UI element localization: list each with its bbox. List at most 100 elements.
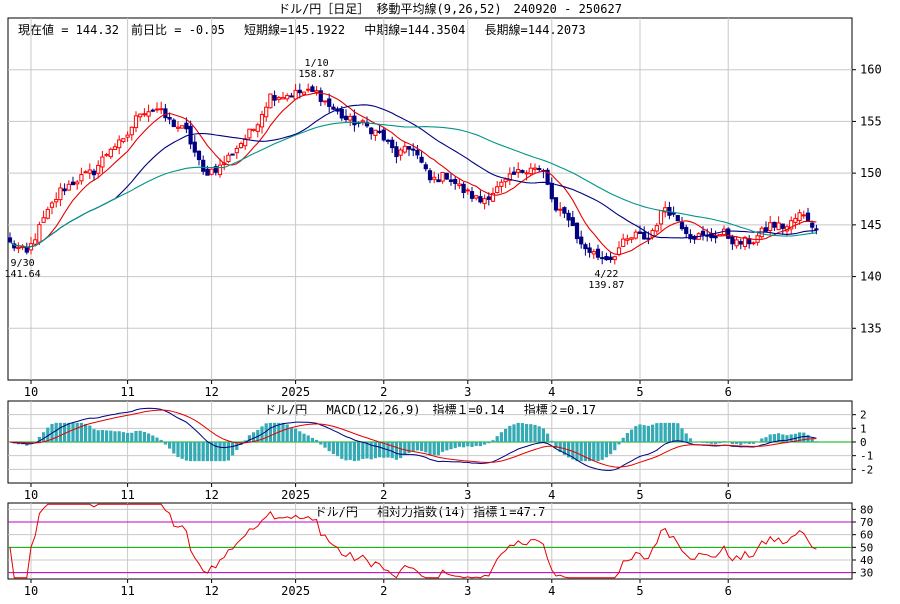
candle-body [394, 146, 399, 158]
macd-histogram-bar [214, 442, 218, 462]
macd-histogram-bar [88, 425, 92, 442]
macd-histogram-bar [630, 429, 634, 442]
macd-histogram-bar [802, 432, 806, 442]
macd-histogram-bar [403, 442, 407, 456]
macd-histogram-bar [735, 442, 739, 445]
macd-histogram-bar [235, 442, 239, 451]
candle-body [679, 222, 685, 230]
macd-histogram-bar [201, 442, 205, 462]
candle-body [684, 226, 689, 234]
macd-histogram-bar [163, 442, 167, 445]
candle-body [570, 217, 575, 227]
candle-body [133, 115, 139, 129]
macd-histogram-bar [462, 442, 466, 448]
candle-body [163, 108, 168, 119]
candle-body [167, 117, 172, 120]
rsi-x-ticks: 10 11 12 2025 2 3 4 5 6 [24, 579, 732, 598]
sma-52-line [9, 121, 817, 248]
x-tick-label: 10 [24, 584, 38, 598]
macd-histogram-bar [810, 438, 814, 442]
macd-histogram-bar [336, 442, 340, 457]
candle-body [654, 225, 659, 232]
macd-tick-label: 0 [860, 436, 867, 449]
macd-histogram-bar [67, 422, 71, 442]
candle-body [532, 167, 538, 170]
candle-body [461, 183, 466, 193]
candle-body [20, 246, 25, 249]
x-tick-label: 6 [725, 385, 732, 399]
x-tick-label: 2 [380, 584, 387, 598]
x-tick-label: 3 [464, 385, 471, 399]
macd-histogram-bar [583, 442, 587, 462]
candle-body [814, 228, 819, 231]
macd-histogram-bar [478, 442, 482, 447]
macd-histogram-bar [407, 442, 411, 454]
macd-histogram-bar [33, 442, 37, 443]
candle-body [486, 196, 491, 200]
macd-histogram-bar [529, 424, 533, 442]
candle-body [289, 95, 294, 98]
candle-body [776, 222, 781, 231]
macd-histogram-bar [651, 424, 655, 442]
x-tick-label: 2 [380, 488, 387, 502]
macd-histogram-bar [365, 442, 369, 459]
candle-body [226, 154, 231, 163]
candle-body [730, 236, 735, 245]
annotation-value: 158.87 [299, 69, 335, 80]
candle-body [801, 214, 806, 217]
candle-body [234, 147, 239, 154]
macd-signal-line [9, 409, 817, 468]
macd-line [9, 407, 817, 471]
candle-body [142, 113, 147, 116]
candle-body [343, 115, 349, 120]
macd-histogram-bar [306, 435, 310, 442]
rsi-line [9, 503, 817, 579]
candle-body [385, 139, 391, 142]
macd-histogram-bar [424, 442, 428, 453]
macd-histogram-bar [588, 442, 592, 462]
candle-body [66, 183, 71, 191]
candle-body [797, 212, 802, 221]
macd-histogram-bar [151, 435, 155, 442]
candle-body [125, 134, 130, 138]
macd-histogram-bar [155, 437, 159, 442]
macd-histogram-bar [457, 442, 461, 447]
macd-histogram-bar [105, 430, 109, 442]
macd-histogram-bar [210, 442, 214, 462]
x-tick-label: 3 [464, 488, 471, 502]
macd-histogram-bar [285, 424, 289, 442]
macd-lines [9, 407, 817, 471]
macd-histogram-bar [806, 434, 810, 442]
rsi-legend: ドル/円 相対力指数(14) 指標１=47.7 [315, 504, 546, 519]
candle-body [12, 243, 17, 249]
candle-body [625, 238, 630, 241]
candle-body [558, 208, 563, 211]
candle-body [465, 189, 470, 192]
candle-body [591, 251, 596, 255]
candle-body [217, 164, 223, 176]
candle-body [171, 119, 176, 128]
candle-body [377, 130, 382, 133]
macd-histogram-bar [646, 425, 650, 442]
macd-histogram-bar [579, 442, 583, 462]
candle-body [146, 111, 151, 117]
macd-histogram-bar [453, 442, 457, 449]
macd-histogram-bar [352, 442, 356, 462]
candle-body [402, 145, 407, 153]
macd-histogram-bar [264, 423, 268, 442]
candle-body [633, 231, 638, 239]
main-grid [8, 18, 852, 380]
macd-histogram-bar [63, 422, 67, 442]
annotation-date: 9/30 [11, 258, 35, 269]
candle-body [440, 171, 445, 182]
macd-histogram-bar [592, 442, 596, 462]
macd-histogram-bar [714, 442, 718, 445]
macd-histogram-bar [327, 442, 331, 452]
candle-body [318, 90, 323, 102]
macd-histogram-bar [785, 435, 789, 442]
candle-body [352, 115, 357, 126]
macd-histogram-bar [126, 433, 130, 442]
candle-body [398, 149, 403, 156]
candle-body [763, 227, 769, 232]
